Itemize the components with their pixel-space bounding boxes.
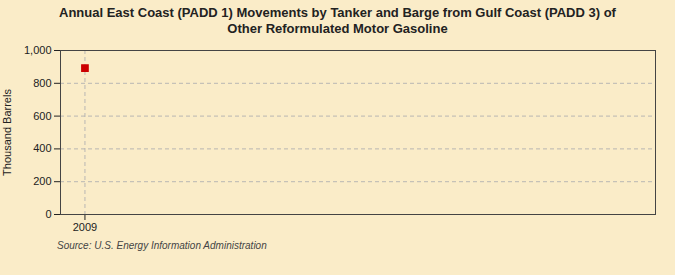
svg-text:200: 200 <box>33 175 51 187</box>
svg-text:800: 800 <box>33 76 51 88</box>
svg-text:1,000: 1,000 <box>24 44 52 56</box>
svg-text:Thousand Barrels: Thousand Barrels <box>1 88 13 175</box>
html-text:Annual East Coast (PADD 1) Mov: Annual East Coast (PADD 1) Movements by … <box>59 5 616 37</box>
svg-text:0: 0 <box>45 208 51 220</box>
html-text:Source: U.S. Energy Informatio: Source: U.S. Energy Information Administ… <box>57 239 267 251</box>
svg-text:600: 600 <box>33 109 51 121</box>
svg-text:400: 400 <box>33 142 51 154</box>
svg-text:2009: 2009 <box>73 221 97 233</box>
